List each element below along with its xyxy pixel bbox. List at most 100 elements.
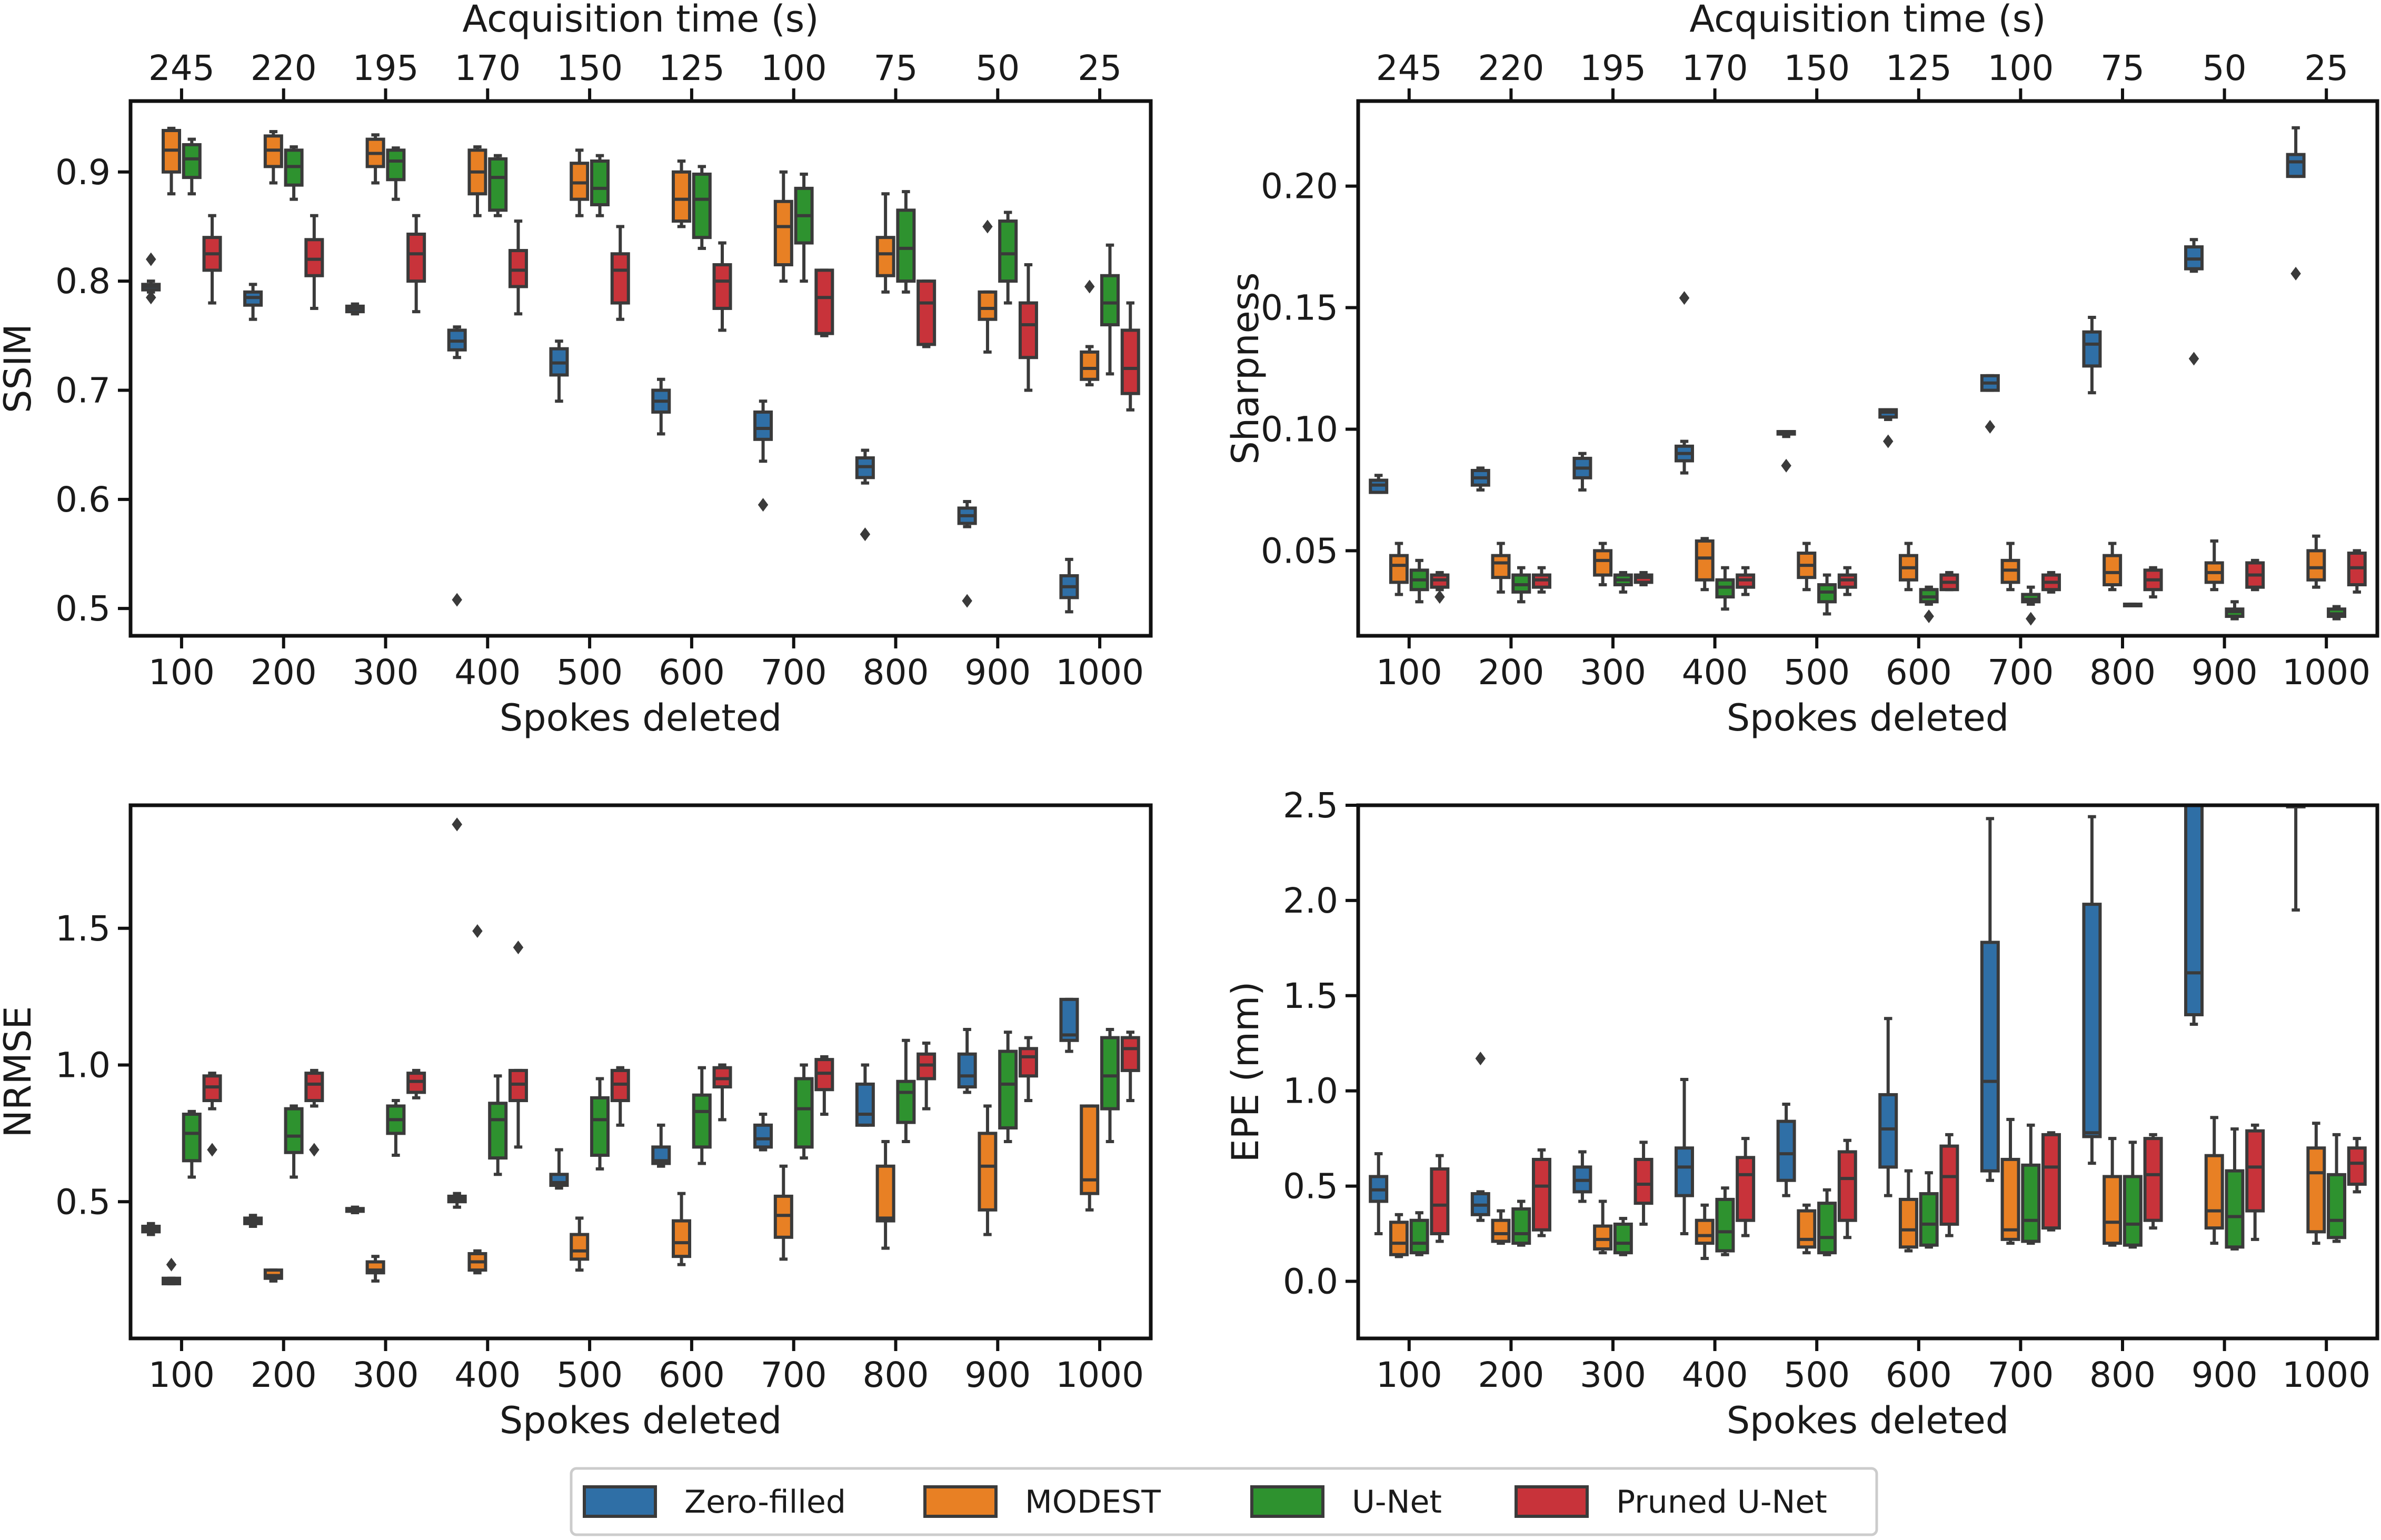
box-nrmse-modest-800 <box>875 1139 895 1250</box>
box-iqr <box>855 1082 875 1127</box>
box-iqr <box>2123 1175 2143 1247</box>
panel-epe: 0.0 0.5 1.0 1.5 2.0 2.5 100 200 300 400 500 600 700 8… <box>1224 785 2379 1442</box>
box-ssim-zero-filled-300 <box>345 302 365 316</box>
box-ssim-pruned-u-net-1000 <box>1120 301 1140 412</box>
box-sharpness-u-net-900 <box>2225 600 2245 621</box>
box-iqr <box>692 1093 712 1149</box>
box-iqr <box>2103 1175 2123 1245</box>
box-sharpness-modest-600 <box>1898 542 1918 592</box>
legend-swatch <box>583 1485 657 1518</box>
box-nrmse-modest-1000 <box>1080 1104 1100 1212</box>
x-tick-label: 800 <box>863 652 929 693</box>
box-ssim-u-net-200 <box>284 145 304 201</box>
box-nrmse-u-net-700 <box>794 1063 814 1160</box>
box-epe-pruned-u-net-1000 <box>2347 1137 2367 1194</box>
x-tick-label: 100 <box>1376 1355 1442 1395</box>
box-iqr <box>1511 1207 1531 1245</box>
x-tick-label: 800 <box>863 1355 929 1395</box>
box-iqr <box>896 208 916 283</box>
box-epe-pruned-u-net-700 <box>2041 1131 2061 1232</box>
box-nrmse-zero-filled-100 <box>141 1222 161 1236</box>
x-tick-label: 500 <box>556 1355 623 1395</box>
box-ssim-zero-filled-500 <box>549 339 569 403</box>
box-iqr <box>2021 1163 2041 1243</box>
box-ssim-u-net-900 <box>998 211 1018 305</box>
x-tick-label: 900 <box>2191 652 2258 693</box>
y-tick-label: 0.9 <box>55 152 111 193</box>
box-sharpness-u-net-400 <box>1715 566 1735 611</box>
box-nrmse-pruned-u-net-700 <box>814 1055 834 1116</box>
box-epe-pruned-u-net-100 <box>1430 1154 1450 1243</box>
box-ssim-modest-800 <box>875 192 895 294</box>
box-ssim-pruned-u-net-700 <box>814 268 834 337</box>
top-tick-label: 125 <box>1886 48 1952 88</box>
legend-label: Zero-filled <box>684 1484 846 1521</box>
box-iqr <box>1120 1036 1140 1072</box>
box-epe-modest-500 <box>1797 1203 1817 1255</box>
top-tick-label: 245 <box>148 48 215 88</box>
box-iqr <box>182 143 202 179</box>
box-iqr <box>1389 1221 1409 1256</box>
y-tick-label: 2.5 <box>1283 785 1338 826</box>
box-sharpness-modest-200 <box>1491 542 1511 594</box>
box-nrmse-zero-filled-400 <box>447 817 467 1209</box>
axes-frame <box>128 803 1153 1341</box>
box-sharpness-zero-filled-900 <box>2184 238 2204 366</box>
x-tick-label: 1000 <box>1055 1355 1144 1395</box>
box-iqr <box>1018 1047 1038 1078</box>
box-ssim-zero-filled-700 <box>753 399 773 512</box>
x-tick-label: 600 <box>1886 1355 1952 1395</box>
box-nrmse-zero-filled-1000 <box>1059 997 1079 1053</box>
box-sharpness-pruned-u-net-400 <box>1736 566 1756 596</box>
x-tick-label: 300 <box>1580 1355 1646 1395</box>
top-tick-label: 195 <box>353 48 419 88</box>
box-iqr <box>1980 941 2000 1173</box>
x-tick-label: 300 <box>353 652 419 693</box>
top-tick-label: 170 <box>1682 48 1748 88</box>
box-nrmse-zero-filled-200 <box>243 1214 263 1228</box>
top-tick-label: 50 <box>975 48 1020 88</box>
x-tick-label: 1000 <box>1055 652 1144 693</box>
plot-area-ssim <box>141 126 1140 614</box>
box-nrmse-zero-filled-300 <box>345 1205 365 1215</box>
box-ssim-pruned-u-net-200 <box>304 214 324 310</box>
box-ssim-u-net-500 <box>590 154 610 217</box>
top-axis-label: Acquisition time (s) <box>462 0 819 41</box>
top-tick-label: 245 <box>1376 48 1442 88</box>
box-epe-u-net-100 <box>1409 1211 1429 1256</box>
box-iqr <box>692 172 712 239</box>
box-epe-modest-400 <box>1695 1203 1715 1261</box>
box-nrmse-u-net-400 <box>488 1074 508 1176</box>
box-sharpness-pruned-u-net-800 <box>2143 566 2163 599</box>
box-ssim-pruned-u-net-600 <box>712 241 732 332</box>
box-sharpness-u-net-1000 <box>2327 605 2347 621</box>
box-iqr <box>2306 549 2326 582</box>
top-tick-label: 150 <box>1784 48 1850 88</box>
x-tick-label: 700 <box>1987 1355 2054 1395</box>
box-sharpness-u-net-700 <box>2021 585 2041 626</box>
box-nrmse-u-net-800 <box>896 1038 916 1143</box>
box-iqr <box>2245 1129 2265 1213</box>
y-tick-label: 0.15 <box>1261 288 1338 328</box>
x-tick-label: 900 <box>964 1355 1031 1395</box>
y-tick-label: 2.0 <box>1283 881 1338 921</box>
outlier-point <box>1924 609 1934 624</box>
y-tick-label: 0.10 <box>1261 409 1338 449</box>
box-epe-pruned-u-net-300 <box>1633 1141 1653 1226</box>
x-tick-label: 500 <box>556 652 623 693</box>
top-tick-label: 25 <box>1078 48 1122 88</box>
legend-frame <box>570 1467 1878 1536</box>
x-tick-label: 800 <box>2089 1355 2156 1395</box>
box-iqr <box>1080 350 1100 381</box>
box-ssim-pruned-u-net-400 <box>508 219 528 316</box>
box-epe-zero-filled-300 <box>1572 1150 1592 1203</box>
top-tick-label: 150 <box>556 48 623 88</box>
x-axis-label: Spokes deleted <box>1727 696 2009 739</box>
box-epe-modest-100 <box>1389 1213 1409 1258</box>
panel-sharpness: 0.05 0.10 0.15 0.20 100 200 300 400 500 600 700 800… <box>1224 0 2379 739</box>
box-nrmse-u-net-500 <box>590 1077 610 1171</box>
box-sharpness-pruned-u-net-900 <box>2245 558 2265 592</box>
box-iqr <box>1633 1157 1653 1205</box>
box-iqr <box>1389 554 1409 584</box>
box-iqr <box>814 268 834 335</box>
